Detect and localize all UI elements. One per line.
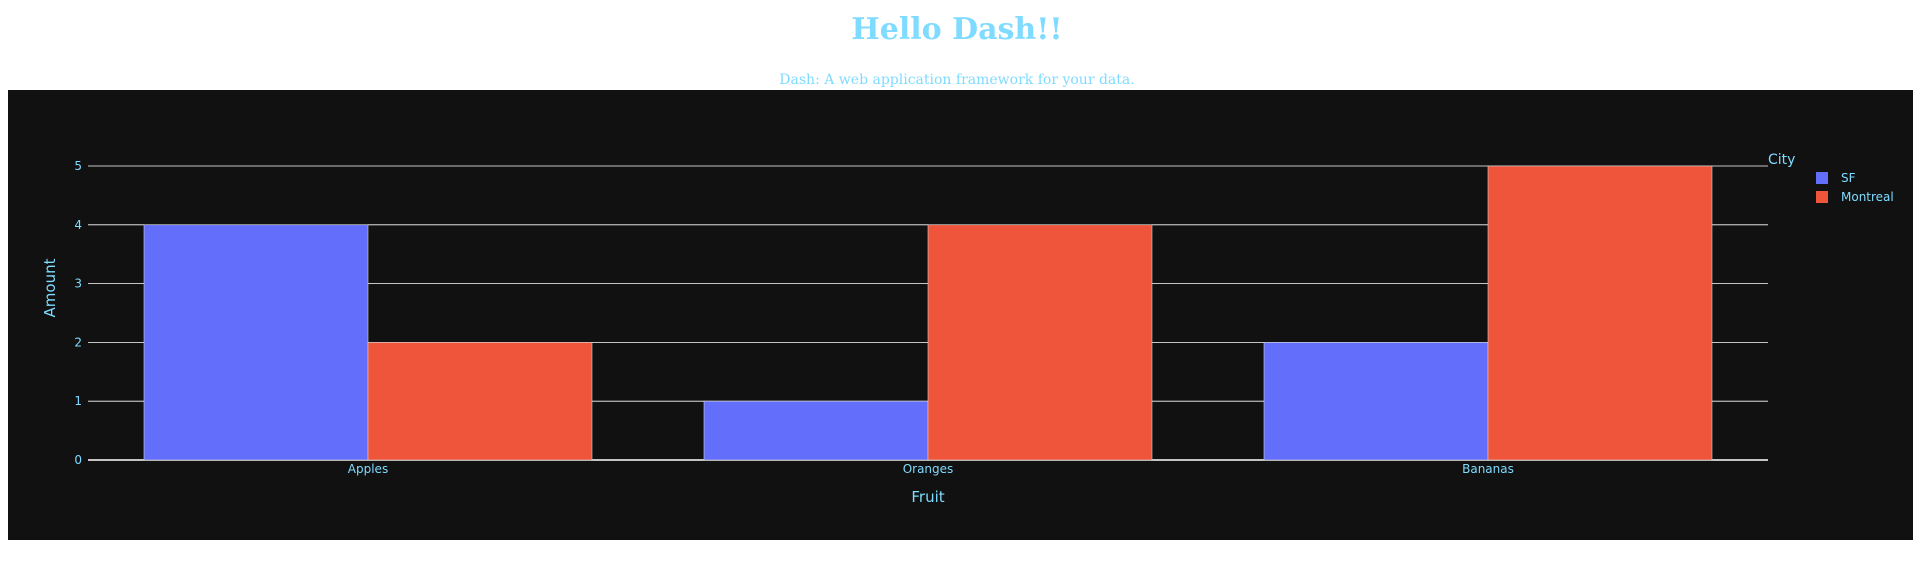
y-tick-label: 4 (74, 218, 82, 232)
x-tick-label: Bananas (1462, 462, 1514, 476)
y-axis-ticks: 0 1 2 3 4 5 (74, 159, 82, 467)
bar-chart[interactable]: 0 1 2 3 4 5 Apples Oranges Bananas Fruit Amount… (8, 90, 1913, 540)
legend-item-sf[interactable]: SF (1816, 171, 1856, 185)
y-tick-label: 2 (74, 335, 82, 349)
bars[interactable] (143, 165, 1713, 461)
x-axis-ticks: Apples Oranges Bananas (348, 462, 1514, 476)
page-title: Hello Dash!! (851, 12, 1063, 47)
legend-swatch (1816, 172, 1828, 184)
x-axis-title: Fruit (911, 488, 944, 506)
x-tick: Oranges (903, 462, 954, 476)
y-tick: 4 (74, 218, 82, 232)
y-axis-title: Amount (41, 258, 59, 317)
bar-montreal-oranges[interactable] (927, 224, 1153, 461)
y-tick-label: 1 (74, 394, 82, 408)
bar-montreal-apples[interactable] (367, 342, 593, 461)
legend-item-montreal[interactable]: Montreal (1816, 190, 1894, 204)
chart-svg[interactable]: 0 1 2 3 4 5 Apples Oranges Bananas Fruit Amount… (8, 90, 1913, 540)
page-subtitle: Dash: A web application framework for yo… (779, 72, 1135, 88)
y-tick: 3 (74, 277, 82, 291)
x-tick-label: Oranges (903, 462, 954, 476)
bar-sf-apples[interactable] (143, 224, 369, 461)
legend-swatch (1816, 191, 1828, 203)
y-tick: 0 (74, 453, 82, 467)
legend[interactable]: City SF Montreal (1768, 152, 1894, 204)
bar-sf-oranges[interactable] (703, 400, 929, 461)
y-tick: 5 (74, 159, 82, 173)
legend-label: SF (1841, 171, 1856, 185)
y-tick-label: 3 (74, 277, 82, 291)
y-tick: 2 (74, 335, 82, 349)
legend-title: City (1768, 152, 1795, 168)
x-tick-label: Apples (348, 462, 388, 476)
y-tick-label: 0 (74, 453, 82, 467)
y-tick: 1 (74, 394, 82, 408)
y-tick-label: 5 (74, 159, 82, 173)
bar-sf-bananas[interactable] (1263, 342, 1489, 461)
x-tick: Apples (348, 462, 388, 476)
bar-montreal-bananas[interactable] (1487, 165, 1713, 461)
legend-label: Montreal (1841, 190, 1894, 204)
x-tick: Bananas (1462, 462, 1514, 476)
